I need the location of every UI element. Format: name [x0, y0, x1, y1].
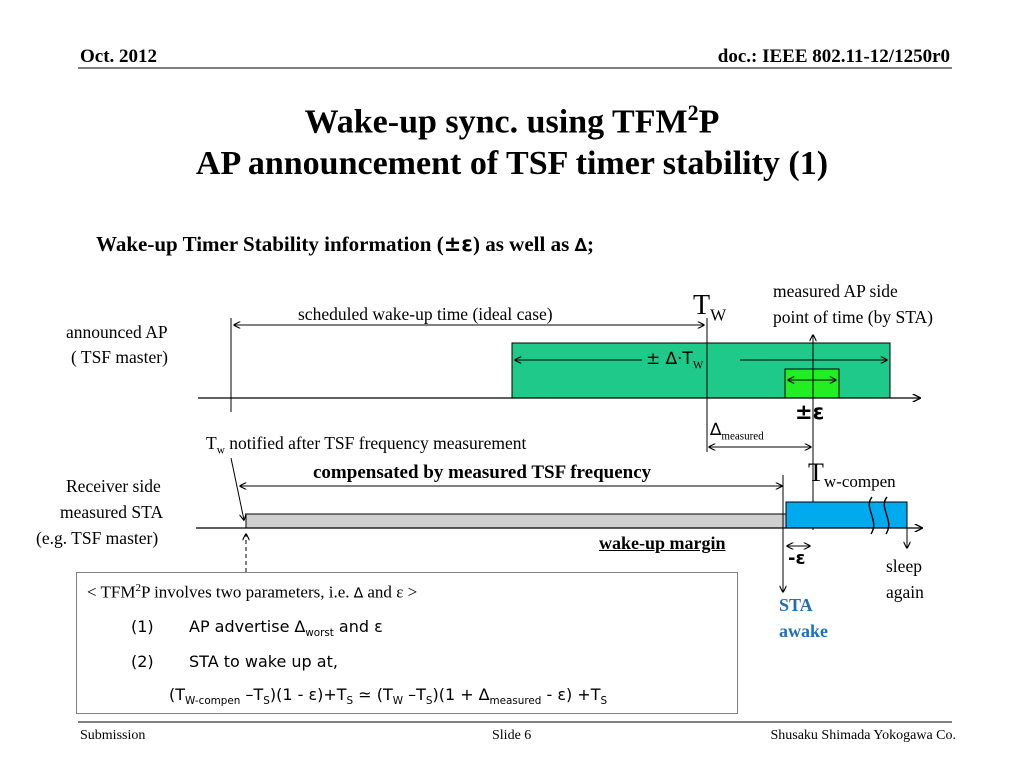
- notified-arrow: [230, 457, 244, 520]
- header-date: Oct. 2012: [80, 46, 158, 67]
- footer-submission: Submission: [80, 728, 146, 743]
- slide-title-line1: Wake-up sync. using TFM2P: [304, 100, 720, 141]
- measured-ap-label-2: point of time (by STA): [773, 307, 933, 327]
- wake-margin-label: wake-up margin: [599, 533, 726, 553]
- header-doc-id: doc.: IEEE 802.11-12/1250r0: [717, 46, 950, 67]
- receiver-side-label: Receiver side: [66, 476, 161, 496]
- sleep-again-label-2: again: [886, 582, 924, 602]
- note-item-1: AP advertise ∆worst and ε: [189, 617, 383, 640]
- tw-notified-label: Tw notified after TSF frequency measurem…: [206, 433, 527, 457]
- slide-title-line2: AP announcement of TSF timer stability (…: [195, 145, 829, 182]
- tw-label: TW: [693, 290, 727, 325]
- sleep-again-label-1: sleep: [886, 556, 922, 576]
- note-intro: < TFM2P involves two parameters, i.e. ∆ …: [87, 582, 418, 602]
- tsf-master-label: ( TSF master): [71, 347, 168, 367]
- pm-delta-tw-label: ± ∆·TW: [646, 349, 704, 372]
- break-mark-2: [883, 496, 890, 535]
- announced-ap-label: announced AP: [66, 322, 168, 342]
- measured-sta-label: measured STA: [60, 502, 164, 522]
- epsilon-box: [784, 368, 840, 399]
- tfm2p-note-box: < TFM2P involves two parameters, i.e. ∆ …: [76, 572, 738, 714]
- tsf-master-example-label: (e.g. TSF master): [36, 528, 159, 548]
- sleep-bar: [245, 513, 787, 529]
- scheduled-label: scheduled wake-up time (ideal case): [298, 304, 553, 324]
- subtitle: Wake-up Timer Stability information (±ε)…: [96, 232, 595, 256]
- sta-awake-label-1: STA: [779, 595, 813, 615]
- footer-author: Shusaku Shimada Yokogawa Co.: [770, 728, 956, 743]
- pm-eps-label: ±ε: [795, 400, 825, 424]
- tw-compen-label: Tw-compen: [808, 458, 896, 492]
- note-item-2-number: (2): [131, 652, 154, 671]
- note-item-1-number: (1): [131, 617, 154, 636]
- compensated-label: compensated by measured TSF frequency: [313, 462, 652, 483]
- sta-awake-label-2: awake: [779, 621, 828, 641]
- measured-ap-label-1: measured AP side: [773, 281, 898, 301]
- note-item-2: STA to wake up at,: [189, 652, 338, 671]
- footer-slide-number: Slide 6: [492, 728, 532, 743]
- break-mark-1: [868, 496, 875, 535]
- neg-eps-label: -ε: [788, 548, 806, 569]
- delta-measured-label: ∆measured: [710, 420, 764, 443]
- wake-formula: (TW-compen –TS)(1 - ε)+TS ≃ (TW –TS)(1 +…: [169, 685, 608, 708]
